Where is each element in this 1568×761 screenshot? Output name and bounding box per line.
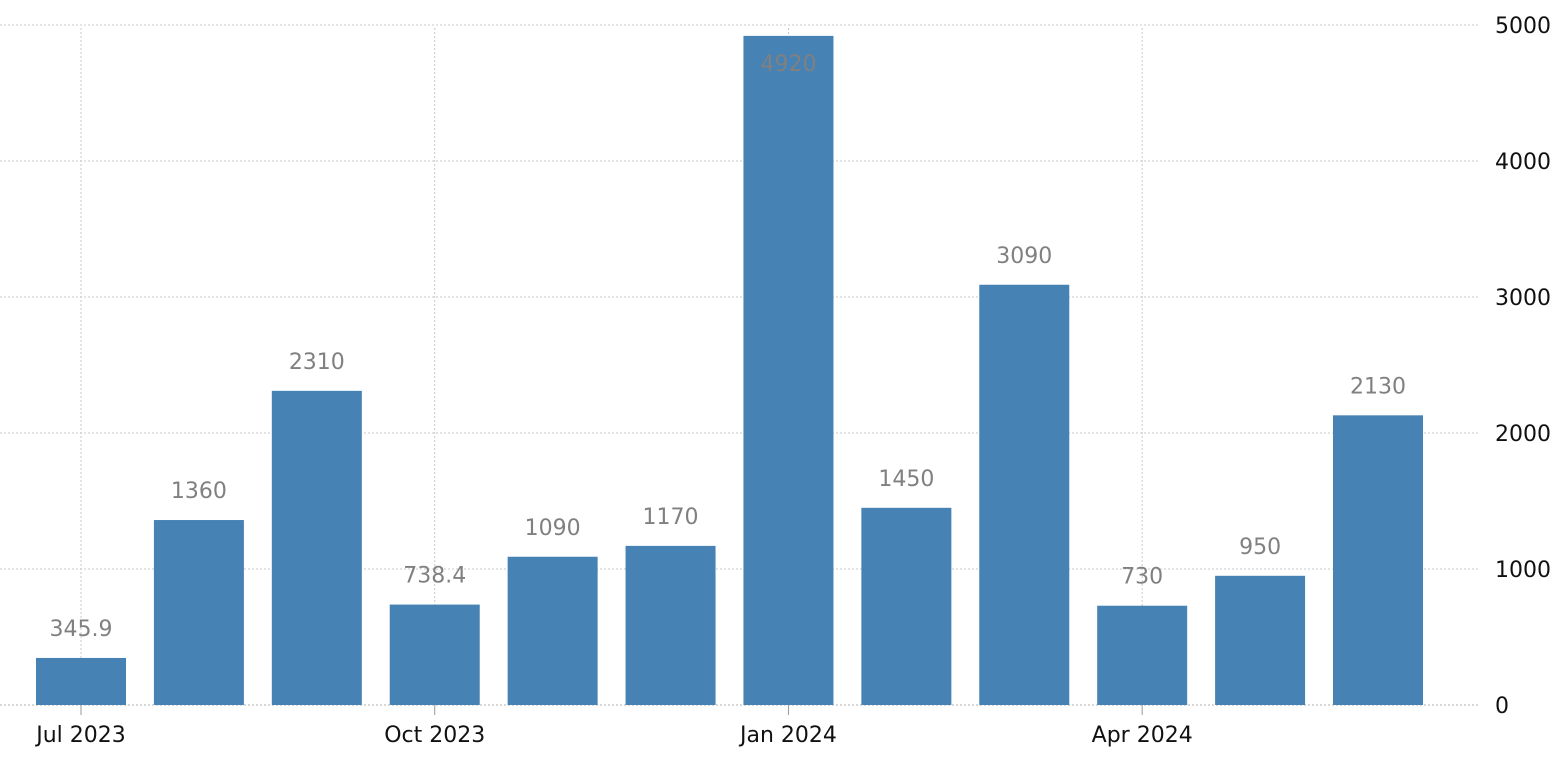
y-tick-label: 4000 xyxy=(1495,150,1551,175)
data-label: 2310 xyxy=(289,350,345,375)
bar-2023-11 xyxy=(507,556,598,705)
x-tick-label: Jul 2023 xyxy=(34,723,126,748)
bar-2024-03 xyxy=(979,284,1070,705)
data-label: 1090 xyxy=(525,516,581,541)
data-label: 730 xyxy=(1121,565,1163,590)
data-label: 1170 xyxy=(643,505,699,530)
x-tick-label: Oct 2023 xyxy=(384,723,485,748)
bar-2023-08 xyxy=(153,520,244,705)
y-tick-label: 2000 xyxy=(1495,422,1551,447)
data-label: 1450 xyxy=(878,467,934,492)
y-tick-label: 1000 xyxy=(1495,558,1551,583)
data-label: 1360 xyxy=(171,479,227,504)
data-label: 345.9 xyxy=(50,617,113,642)
data-label: 950 xyxy=(1239,535,1281,560)
data-label: 2130 xyxy=(1350,374,1406,399)
y-axis-ticks: 0 1000 2000 3000 4000 5000 xyxy=(1495,14,1551,719)
data-labels: 345.9 1360 2310 738.4 1090 1170 4920 1450 3090 73… xyxy=(50,52,1406,642)
y-tick-label: 3000 xyxy=(1495,286,1551,311)
x-tick-label: Apr 2024 xyxy=(1092,723,1193,748)
data-label: 3090 xyxy=(996,244,1052,269)
bar-2024-05 xyxy=(1215,575,1306,705)
bar-2023-09 xyxy=(271,390,362,705)
bar-2023-10 xyxy=(389,604,480,705)
bar-2024-02 xyxy=(861,507,952,705)
bar-2024-06 xyxy=(1333,415,1423,705)
y-tick-label: 5000 xyxy=(1495,14,1551,39)
bar-2023-07 xyxy=(36,657,126,705)
data-label: 4920 xyxy=(760,52,816,77)
x-axis-ticks: Jul 2023 Oct 2023 Jan 2024 Apr 2024 xyxy=(34,705,1193,748)
bar-2023-12 xyxy=(625,545,716,705)
bar-2024-04 xyxy=(1097,605,1188,705)
bars xyxy=(36,35,1423,705)
bar-2024-01 xyxy=(743,35,834,705)
y-tick-label: 0 xyxy=(1495,694,1509,719)
data-label: 738.4 xyxy=(403,564,466,589)
x-tick-label: Jan 2024 xyxy=(738,723,837,748)
